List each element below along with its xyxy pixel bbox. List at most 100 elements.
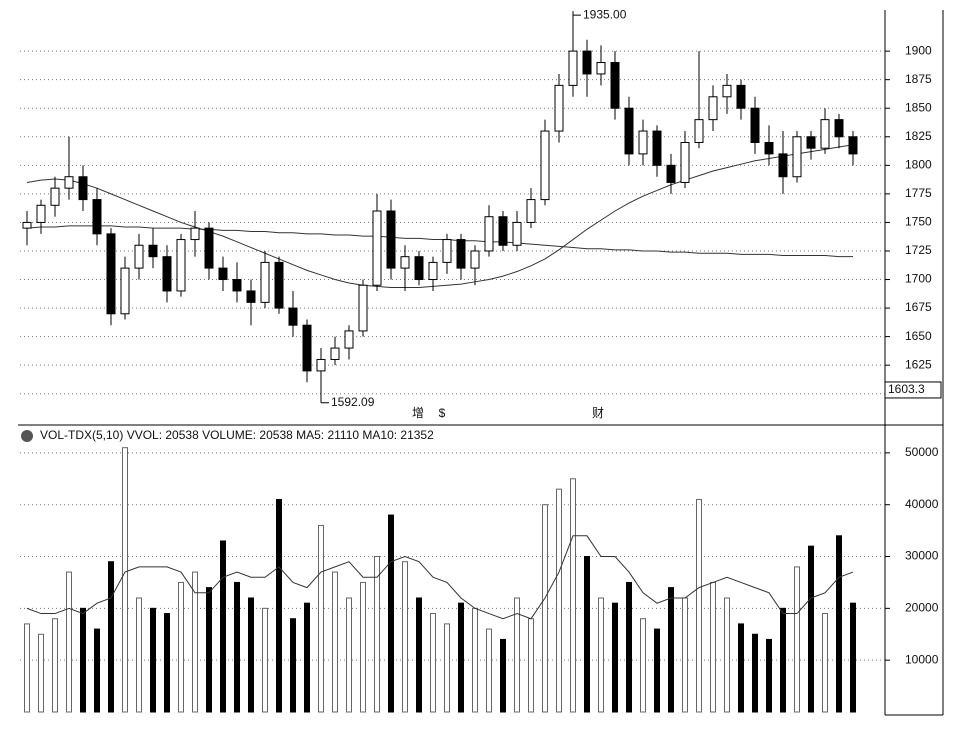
y-tick-label: 1850 <box>905 100 932 114</box>
indicator-icon[interactable] <box>21 430 33 442</box>
candle-body <box>50 187 60 206</box>
candle-body <box>78 176 88 201</box>
candle-body <box>750 107 760 143</box>
candle-body <box>680 141 690 183</box>
volume-bar <box>738 623 744 713</box>
volume-bar <box>514 597 520 713</box>
candle-body <box>22 221 32 229</box>
candle-body <box>204 227 214 269</box>
candle-body <box>456 239 466 269</box>
candle-body <box>218 267 228 281</box>
volume-bar <box>556 488 562 713</box>
candle-body <box>92 199 102 235</box>
candle-body <box>302 324 312 372</box>
volume-bar <box>724 597 730 713</box>
volume-bar <box>108 561 114 713</box>
candle-body <box>540 130 550 201</box>
volume-bar <box>206 587 212 713</box>
volume-bar <box>640 618 646 713</box>
volume-bar <box>696 499 702 713</box>
volume-bar <box>276 499 282 713</box>
volume-bar <box>710 581 716 713</box>
volume-bar <box>850 602 856 713</box>
candle-body <box>848 136 858 155</box>
candle-body <box>512 221 522 246</box>
volume-bar <box>500 638 506 713</box>
candle-body <box>736 84 746 109</box>
volume-bar <box>402 561 408 713</box>
volume-bar <box>52 618 58 713</box>
moving-average <box>26 225 853 258</box>
candle-body <box>288 307 298 326</box>
y-tick-label: 1875 <box>905 72 932 86</box>
candle-body <box>120 267 130 315</box>
y-tick-label: 1825 <box>905 129 932 143</box>
volume-bar <box>458 602 464 713</box>
volume-bar <box>136 597 142 713</box>
candle-body <box>624 107 634 155</box>
candle-body <box>778 153 788 178</box>
volume-bar <box>178 581 184 713</box>
candle-body <box>344 330 354 349</box>
volume-bar <box>570 478 576 713</box>
candle-body <box>484 216 494 252</box>
volume-bar <box>192 571 198 713</box>
volume-bar <box>248 597 254 713</box>
volume-bar <box>122 447 128 713</box>
candle-body <box>372 210 382 286</box>
candle-body <box>260 261 270 303</box>
volume-bar <box>332 571 338 713</box>
volume-bar <box>682 597 688 713</box>
candle-body <box>414 256 424 281</box>
volume-bar <box>584 556 590 713</box>
candle-body <box>568 50 578 86</box>
candle-body <box>148 244 158 258</box>
volume-bar <box>388 514 394 713</box>
moving-average <box>26 144 854 289</box>
candle-body <box>64 176 74 189</box>
y-tick-label: 30000 <box>905 549 939 563</box>
volume-bar <box>234 581 240 713</box>
y-tick-label: 40000 <box>905 497 939 511</box>
volume-bar <box>528 618 534 713</box>
y-tick-label: 1625 <box>905 357 932 371</box>
volume-bar <box>836 535 842 713</box>
candle-body <box>526 199 536 223</box>
volume-bar <box>766 638 772 713</box>
candle-body <box>36 204 46 223</box>
y-tick-label: 1800 <box>905 157 932 171</box>
volume-bar <box>94 628 100 713</box>
y-tick-label: 1650 <box>905 329 932 343</box>
volume-bar <box>304 602 310 713</box>
cursor-label: 1603.3 <box>888 382 925 396</box>
volume-bar <box>654 628 660 713</box>
candle-body <box>246 290 256 303</box>
volume-bar <box>360 581 366 713</box>
volume-bar <box>80 607 86 713</box>
event-marker: $ <box>439 406 446 420</box>
volume-bar <box>38 633 44 713</box>
annotation: 1592.09 <box>331 395 375 409</box>
volume-bar <box>598 597 604 713</box>
candle-body <box>358 284 368 332</box>
event-marker: 增 <box>412 406 424 420</box>
candle-body <box>386 210 396 269</box>
candle-body <box>764 141 774 155</box>
volume-bar <box>486 628 492 713</box>
event-marker: 财 <box>592 406 604 420</box>
candle-body <box>708 96 718 121</box>
candle-body <box>610 62 620 109</box>
candle-body <box>638 130 648 155</box>
candle-body <box>442 239 452 263</box>
candle-body <box>400 256 410 269</box>
candle-body <box>792 136 802 178</box>
y-tick-label: 10000 <box>905 652 939 666</box>
candle-body <box>596 62 606 75</box>
candle-body <box>232 279 242 292</box>
candle-body <box>666 164 676 183</box>
volume-bar <box>262 607 268 713</box>
candle-body <box>274 261 284 309</box>
volume-bar <box>220 540 226 713</box>
